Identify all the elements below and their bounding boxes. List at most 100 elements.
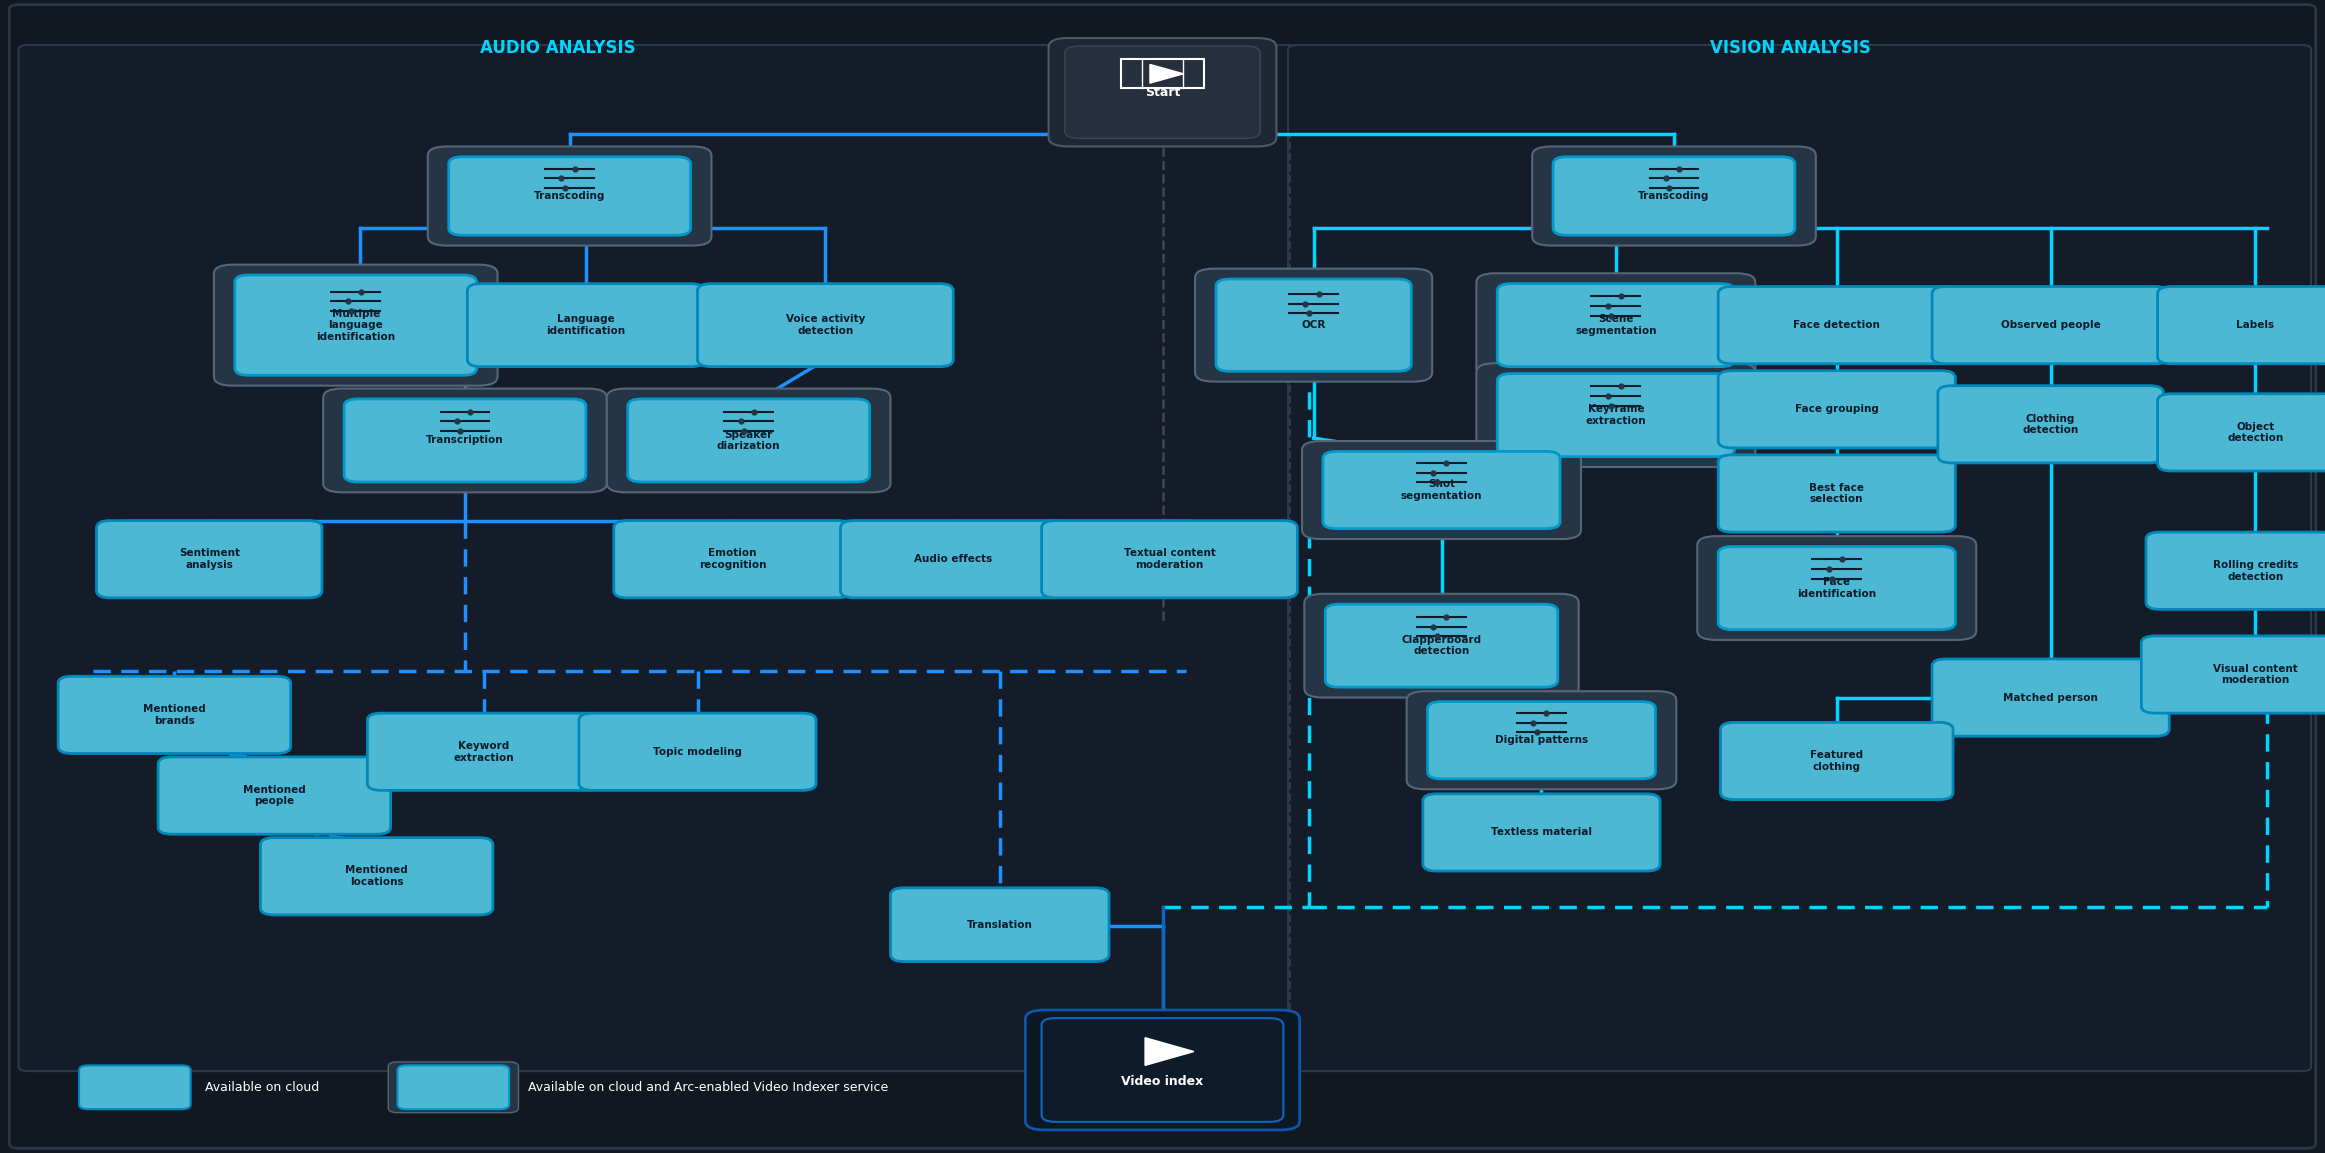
Text: Transcription: Transcription <box>425 436 505 445</box>
Text: Keyframe
extraction: Keyframe extraction <box>1586 405 1646 425</box>
FancyBboxPatch shape <box>428 146 711 246</box>
FancyBboxPatch shape <box>1302 442 1581 540</box>
FancyBboxPatch shape <box>842 521 1065 597</box>
Text: Topic modeling: Topic modeling <box>653 747 742 756</box>
FancyBboxPatch shape <box>1932 660 2169 737</box>
Text: OCR: OCR <box>1302 321 1325 330</box>
FancyBboxPatch shape <box>58 676 291 754</box>
Text: Voice activity
detection: Voice activity detection <box>786 315 865 336</box>
Text: Start: Start <box>1144 85 1181 99</box>
FancyBboxPatch shape <box>388 1062 518 1113</box>
FancyBboxPatch shape <box>467 284 704 367</box>
FancyBboxPatch shape <box>260 837 493 915</box>
FancyBboxPatch shape <box>323 389 607 492</box>
FancyBboxPatch shape <box>2141 636 2325 713</box>
Text: Transcoding: Transcoding <box>535 191 604 201</box>
FancyBboxPatch shape <box>1939 385 2162 462</box>
Text: Clothing
detection: Clothing detection <box>2023 414 2079 435</box>
Text: AUDIO ANALYSIS: AUDIO ANALYSIS <box>481 39 635 58</box>
Text: Textless material: Textless material <box>1490 828 1593 837</box>
FancyBboxPatch shape <box>214 265 498 385</box>
FancyBboxPatch shape <box>2158 287 2325 364</box>
Text: Observed people: Observed people <box>2002 321 2099 330</box>
FancyBboxPatch shape <box>698 284 953 367</box>
Text: Available on cloud and Arc-enabled Video Indexer service: Available on cloud and Arc-enabled Video… <box>528 1080 888 1094</box>
Text: Available on cloud: Available on cloud <box>205 1080 319 1094</box>
Text: Scene
segmentation: Scene segmentation <box>1574 315 1658 336</box>
Text: Rolling credits
detection: Rolling credits detection <box>2213 560 2297 581</box>
Polygon shape <box>1151 65 1183 83</box>
FancyBboxPatch shape <box>1216 279 1411 371</box>
FancyBboxPatch shape <box>1428 701 1655 779</box>
FancyBboxPatch shape <box>1025 1010 1300 1130</box>
FancyBboxPatch shape <box>79 1065 191 1109</box>
Text: Language
identification: Language identification <box>546 315 625 336</box>
FancyBboxPatch shape <box>158 758 391 835</box>
FancyBboxPatch shape <box>367 713 600 791</box>
FancyBboxPatch shape <box>1423 793 1660 872</box>
FancyBboxPatch shape <box>344 399 586 482</box>
FancyBboxPatch shape <box>1532 146 1816 246</box>
Text: Multiple
language
identification: Multiple language identification <box>316 309 395 341</box>
FancyBboxPatch shape <box>1042 521 1297 597</box>
FancyBboxPatch shape <box>1718 547 1955 630</box>
Text: Face detection: Face detection <box>1793 321 1881 330</box>
FancyBboxPatch shape <box>2146 533 2325 609</box>
FancyBboxPatch shape <box>890 888 1109 962</box>
FancyBboxPatch shape <box>1932 287 2169 364</box>
FancyBboxPatch shape <box>607 389 890 492</box>
Text: VISION ANALYSIS: VISION ANALYSIS <box>1709 39 1872 58</box>
Text: Sentiment
analysis: Sentiment analysis <box>179 549 239 570</box>
Text: Speaker
diarization: Speaker diarization <box>716 430 781 451</box>
FancyBboxPatch shape <box>449 157 691 235</box>
Text: Transcoding: Transcoding <box>1639 191 1709 201</box>
Text: Object
detection: Object detection <box>2227 422 2283 443</box>
FancyBboxPatch shape <box>614 521 851 597</box>
Text: Keyword
extraction: Keyword extraction <box>453 741 514 762</box>
FancyBboxPatch shape <box>2158 393 2325 470</box>
FancyBboxPatch shape <box>1304 594 1579 698</box>
FancyBboxPatch shape <box>1553 157 1795 235</box>
FancyBboxPatch shape <box>1065 46 1260 138</box>
FancyBboxPatch shape <box>1497 374 1734 457</box>
FancyBboxPatch shape <box>1195 269 1432 382</box>
Text: Video index: Video index <box>1121 1075 1204 1088</box>
FancyBboxPatch shape <box>1720 722 1953 800</box>
Text: Mentioned
people: Mentioned people <box>244 785 305 806</box>
FancyBboxPatch shape <box>579 713 816 791</box>
Text: Face
identification: Face identification <box>1797 578 1876 598</box>
FancyBboxPatch shape <box>1476 363 1755 467</box>
Text: Labels: Labels <box>2237 321 2274 330</box>
FancyBboxPatch shape <box>1049 38 1276 146</box>
FancyBboxPatch shape <box>1323 451 1560 528</box>
FancyBboxPatch shape <box>398 1065 509 1109</box>
FancyBboxPatch shape <box>19 45 1297 1071</box>
Text: Mentioned
locations: Mentioned locations <box>346 866 407 887</box>
FancyBboxPatch shape <box>1288 45 2311 1071</box>
FancyBboxPatch shape <box>95 521 321 597</box>
FancyBboxPatch shape <box>1497 284 1734 367</box>
FancyBboxPatch shape <box>1697 536 1976 640</box>
Text: Translation: Translation <box>967 920 1032 929</box>
FancyBboxPatch shape <box>628 399 870 482</box>
Text: Emotion
recognition: Emotion recognition <box>698 549 767 570</box>
Text: Audio effects: Audio effects <box>914 555 993 564</box>
Text: Visual content
moderation: Visual content moderation <box>2213 664 2297 685</box>
Text: Mentioned
brands: Mentioned brands <box>144 704 205 725</box>
FancyBboxPatch shape <box>9 5 2316 1148</box>
Text: Best face
selection: Best face selection <box>1809 483 1865 504</box>
FancyBboxPatch shape <box>235 276 477 376</box>
Text: Featured
clothing: Featured clothing <box>1811 751 1862 771</box>
FancyBboxPatch shape <box>1325 604 1558 687</box>
FancyBboxPatch shape <box>1718 455 1955 533</box>
Text: Shot
segmentation: Shot segmentation <box>1400 480 1483 500</box>
Text: Face grouping: Face grouping <box>1795 405 1879 414</box>
Text: Matched person: Matched person <box>2004 693 2097 702</box>
Text: Textual content
moderation: Textual content moderation <box>1123 549 1216 570</box>
Polygon shape <box>1144 1038 1195 1065</box>
FancyBboxPatch shape <box>1718 370 1955 447</box>
FancyBboxPatch shape <box>1476 273 1755 377</box>
Text: Digital patterns: Digital patterns <box>1495 736 1588 745</box>
FancyBboxPatch shape <box>1718 287 1955 364</box>
Text: Clapperboard
detection: Clapperboard detection <box>1402 635 1481 656</box>
